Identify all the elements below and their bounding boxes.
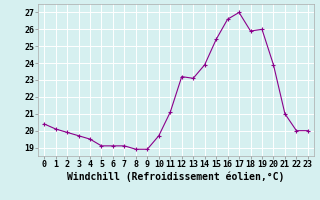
X-axis label: Windchill (Refroidissement éolien,°C): Windchill (Refroidissement éolien,°C) bbox=[67, 172, 285, 182]
